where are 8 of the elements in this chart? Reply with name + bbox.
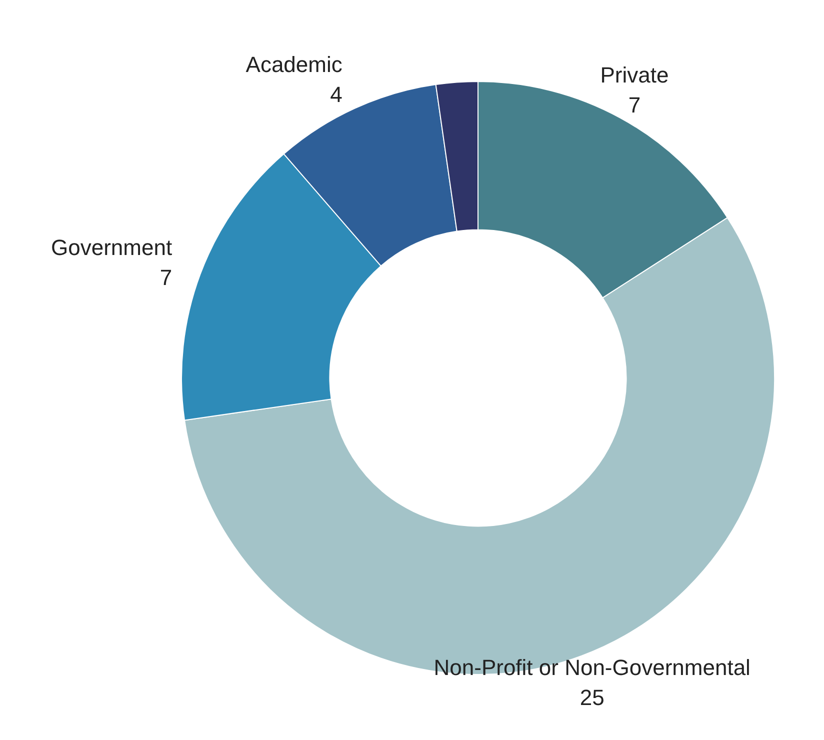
data-label: 7 bbox=[628, 92, 641, 118]
slice-label: Academic bbox=[246, 52, 342, 78]
data-label: 4 bbox=[330, 82, 342, 108]
data-label: 25 bbox=[580, 684, 604, 710]
slice-label: Private bbox=[600, 62, 669, 88]
slice-label: Government bbox=[51, 234, 172, 260]
data-label: 7 bbox=[160, 264, 172, 290]
slice-label: Non-Profit or Non-Governmental bbox=[434, 654, 750, 680]
